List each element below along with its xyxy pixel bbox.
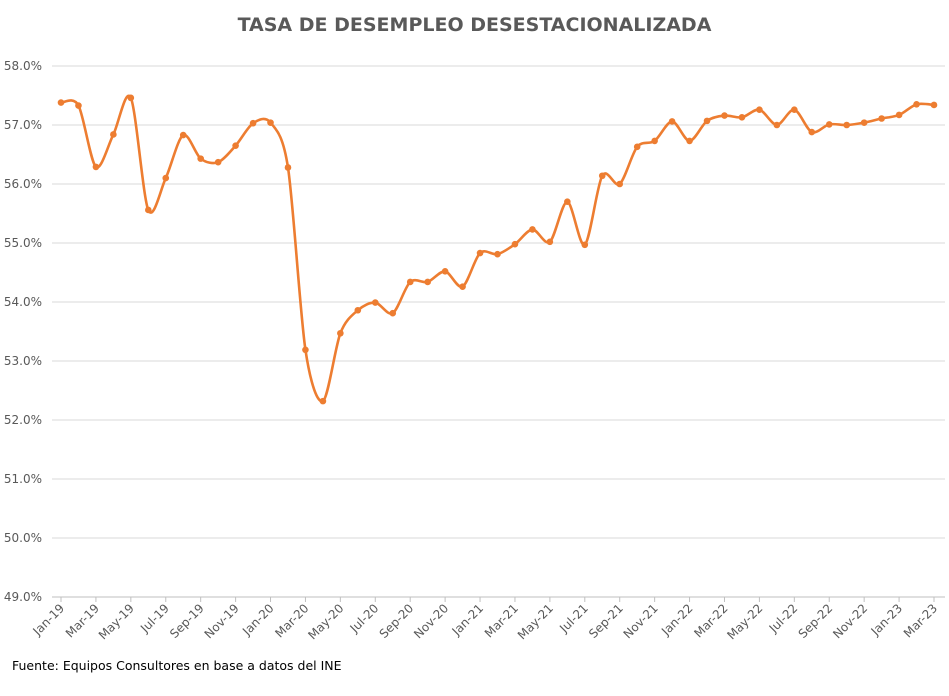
data-point: [179, 131, 187, 139]
x-tick-label: May-22: [724, 601, 765, 642]
data-point: [57, 99, 65, 106]
x-tick-label: Jan-22: [658, 601, 696, 639]
x-tick-label: Sep-21: [586, 601, 626, 641]
y-tick-label: 49.0%: [4, 590, 42, 604]
data-point: [214, 158, 222, 166]
y-tick-label: 51.0%: [4, 472, 42, 486]
data-point: [371, 299, 379, 306]
data-point: [843, 121, 850, 129]
y-tick-label: 56.0%: [4, 177, 42, 191]
y-tick-label: 50.0%: [4, 531, 42, 545]
x-tick-label: Sep-19: [167, 601, 207, 641]
x-tick-label: May-19: [96, 601, 137, 642]
x-tick-label: Nov-21: [621, 601, 661, 641]
data-point: [354, 306, 362, 314]
data-point: [337, 329, 344, 337]
data-point: [825, 121, 833, 128]
data-point: [232, 142, 239, 149]
data-point: [424, 278, 431, 286]
y-tick-label: 55.0%: [4, 236, 42, 250]
x-tick-label: Mar-22: [691, 601, 730, 640]
data-point: [564, 198, 571, 205]
data-point: [616, 180, 624, 188]
data-point: [686, 137, 693, 145]
data-point: [319, 397, 327, 405]
data-point: [389, 309, 397, 317]
data-point: [406, 278, 414, 286]
x-axis: [52, 596, 945, 602]
y-tick-label: 54.0%: [4, 295, 42, 309]
data-point: [808, 128, 816, 136]
data-point: [581, 241, 589, 249]
data-point: [529, 226, 536, 233]
y-tick-label: 57.0%: [4, 118, 42, 132]
data-point: [127, 94, 135, 102]
data-point: [441, 268, 449, 275]
x-tick-label: Nov-22: [830, 601, 870, 641]
data-point: [668, 118, 676, 125]
gridlines: [52, 65, 945, 539]
data-point: [703, 117, 711, 125]
x-tick-label: Mar-20: [272, 601, 311, 640]
x-tick-label: May-20: [305, 601, 346, 642]
data-point: [721, 112, 728, 119]
data-point: [302, 346, 309, 354]
x-tick-label: May-21: [515, 601, 556, 642]
x-tick-label: Jan-20: [239, 601, 277, 639]
data-point: [930, 101, 938, 109]
y-tick-label: 53.0%: [4, 354, 42, 368]
x-tick-label: Nov-20: [411, 601, 451, 641]
x-tick-label: Sep-22: [796, 601, 836, 641]
source-note: Fuente: Equipos Consultores en base a da…: [12, 658, 342, 673]
y-axis-ticks: 49.0% 50.0% 51.0% 52.0% 53.0% 54.0% 55.0% 56.0%…: [4, 59, 42, 604]
data-point: [895, 111, 903, 119]
chart-title: TASA DE DESEMPLEO DESESTACIONALIZADA: [237, 14, 712, 36]
data-point: [511, 240, 519, 248]
data-point: [546, 238, 554, 246]
data-points: [57, 94, 938, 405]
data-point: [756, 106, 763, 113]
data-point: [284, 164, 292, 171]
data-point: [75, 102, 82, 109]
data-point: [459, 283, 466, 290]
x-tick-label: Mar-23: [901, 601, 940, 640]
data-point: [267, 119, 274, 126]
data-point: [110, 131, 117, 138]
data-point: [145, 206, 152, 214]
data-point: [651, 137, 658, 145]
data-point: [476, 249, 484, 257]
x-tick-label: Jan-19: [30, 601, 68, 639]
data-point: [738, 114, 746, 121]
data-point: [92, 163, 100, 171]
x-tick-label: Jan-21: [449, 601, 487, 639]
data-point: [249, 119, 257, 127]
data-point: [773, 121, 781, 129]
data-point: [494, 250, 501, 258]
x-tick-label: Nov-19: [202, 601, 242, 641]
x-tick-label: Mar-19: [63, 601, 102, 640]
y-tick-label: 52.0%: [4, 413, 42, 427]
series-line: [59, 94, 936, 403]
y-tick-label: 58.0%: [4, 59, 42, 73]
x-tick-label: Jan-23: [868, 601, 906, 639]
x-tick-label: Mar-21: [482, 601, 521, 640]
data-point: [598, 172, 606, 180]
data-point: [633, 143, 641, 151]
data-point: [878, 115, 885, 122]
data-point: [162, 174, 170, 182]
data-point: [913, 101, 920, 108]
x-tick-label: Sep-20: [377, 601, 417, 641]
data-point: [197, 155, 204, 162]
data-point: [860, 119, 868, 126]
data-point: [791, 106, 798, 113]
